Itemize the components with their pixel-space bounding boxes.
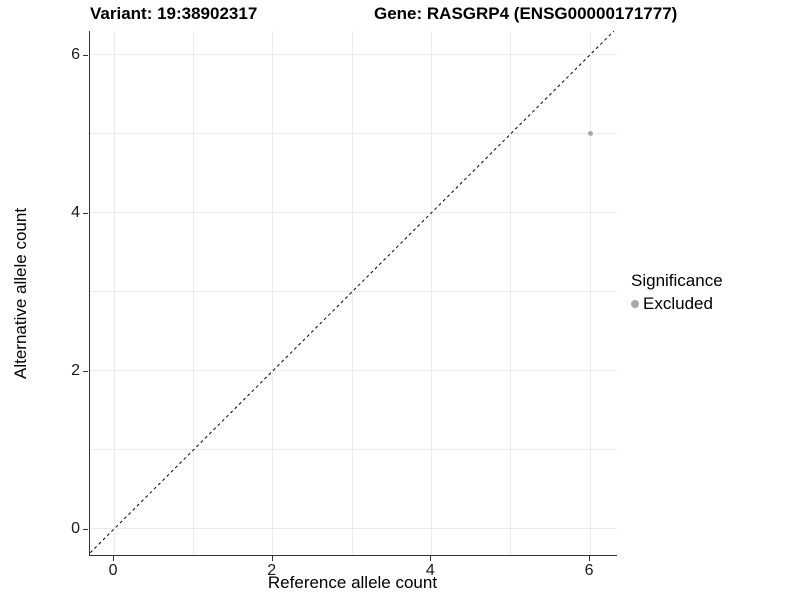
gridline-horizontal <box>90 54 617 56</box>
gene-title: Gene: RASGRP4 (ENSG00000171777) <box>374 4 678 23</box>
legend-title: Significance <box>631 271 723 290</box>
x-axis-title: Reference allele count <box>267 573 438 592</box>
gridline-horizontal <box>90 370 617 372</box>
gridline-vertical <box>589 31 591 555</box>
x-axis-tick <box>271 556 273 561</box>
gridline-horizontal <box>90 291 617 293</box>
y-axis-tick <box>83 370 88 372</box>
gridline-vertical <box>430 31 432 555</box>
variant-title: Variant: 19:38902317 <box>90 4 258 23</box>
y-axis-tick <box>83 212 88 214</box>
x-axis-tick-label: 6 <box>584 562 594 579</box>
x-axis-tick-label: 4 <box>425 562 435 579</box>
identity-line <box>90 31 615 554</box>
y-axis-tick-label: 0 <box>71 519 80 537</box>
y-axis-title: Alternative allele count <box>11 207 30 379</box>
gridline-vertical <box>272 31 274 555</box>
gridline-horizontal <box>90 449 617 451</box>
x-axis-tick-label: 2 <box>267 562 277 579</box>
y-axis-tick-label: 6 <box>71 45 80 63</box>
gridline-vertical <box>510 31 512 555</box>
gridline-vertical <box>113 31 115 555</box>
x-axis-tick <box>430 556 432 561</box>
x-axis-tick <box>589 556 591 561</box>
gridline-horizontal <box>90 133 617 135</box>
legend-entry-label: Excluded <box>643 294 713 313</box>
x-axis-tick-label: 0 <box>108 562 118 579</box>
plot-panel <box>89 31 617 556</box>
y-axis-tick <box>83 54 88 56</box>
data-point <box>587 131 593 137</box>
gridline-vertical <box>351 31 353 555</box>
gridline-horizontal <box>90 212 617 214</box>
gridline-horizontal <box>90 528 617 530</box>
x-axis-tick <box>113 556 115 561</box>
legend: Significance Excluded <box>631 271 723 314</box>
legend-point-icon <box>631 300 639 308</box>
legend-entry: Excluded <box>631 294 723 314</box>
y-axis-tick-label: 2 <box>71 361 80 379</box>
gridline-vertical <box>192 31 194 555</box>
y-axis-tick-label: 4 <box>71 203 80 221</box>
y-axis-tick <box>83 528 88 530</box>
